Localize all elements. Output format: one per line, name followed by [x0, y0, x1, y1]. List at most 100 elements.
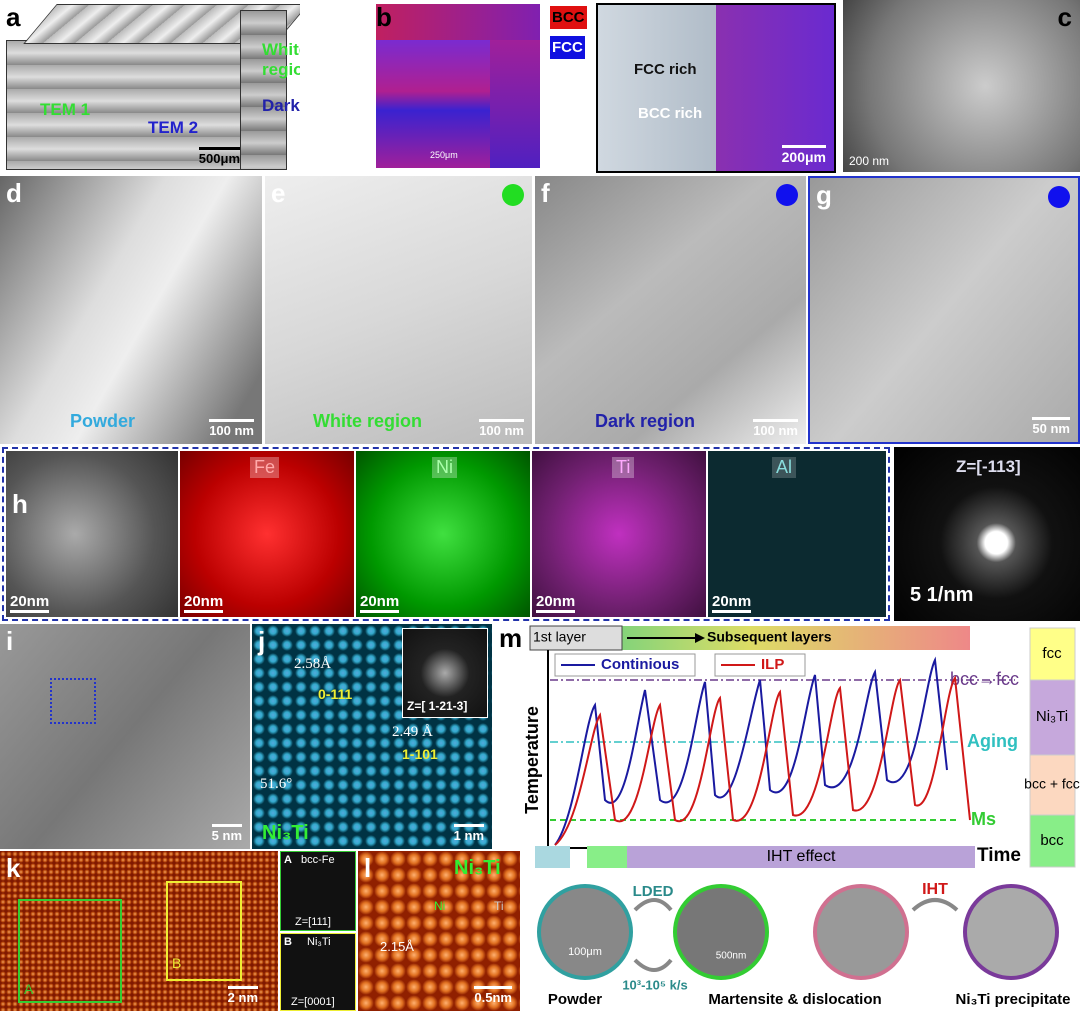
stage: Ni₃Ti precipitate	[955, 991, 1070, 1008]
fcc-rich: FCC rich	[634, 61, 697, 78]
saed: Z=[-113] 5 1/nm	[894, 447, 1080, 621]
stage: Powder	[548, 991, 602, 1008]
panel-i: i 5 nm	[0, 624, 250, 849]
scale-bar: 100μm	[568, 946, 602, 958]
zone-axis: Z=[0001]	[291, 996, 335, 1008]
bcc-rich: BCC rich	[638, 105, 703, 122]
scale-bar: 20nm	[536, 593, 576, 613]
scale-bar: 100 nm	[209, 419, 254, 438]
scale-bar: 100 nm	[753, 419, 798, 438]
scale-bar: 5 nm	[211, 824, 242, 843]
panel-label: k	[6, 853, 21, 883]
cooling-rate: 10³-10⁵ k/s	[622, 977, 687, 992]
panel-label: g	[816, 180, 832, 210]
phase: Ni₃Ti	[262, 822, 309, 844]
zone-axis: Z=[-113]	[956, 457, 1021, 476]
caption: White region	[313, 411, 422, 431]
panel-a: a TEM 1 TEM 2 White region Dark region 5…	[0, 0, 300, 172]
scale-bar: 0.5nm	[474, 986, 512, 1005]
scale-bar: 20nm	[360, 593, 400, 613]
panel-b: b BCC FCC 250μm	[370, 0, 595, 172]
iht-effect: IHT effect	[767, 848, 836, 865]
element: Al	[772, 457, 797, 478]
caption: Dark region	[595, 411, 696, 431]
d-spacing: 2.49 Å	[392, 724, 433, 740]
ms: Ms	[971, 809, 996, 829]
stage: Martensite & dislocation	[708, 991, 881, 1008]
scale-bar: 200μm	[781, 145, 826, 165]
panel-label: a	[6, 2, 21, 32]
scale-bar: 1 nm	[453, 824, 484, 843]
panel-label: m	[499, 623, 522, 653]
panel-b-inset: FCC rich BCC rich 200μm	[596, 3, 836, 173]
aging: Aging	[967, 731, 1018, 751]
haadf: h 20nm	[6, 451, 178, 617]
map-fe: Fe 20nm	[180, 451, 354, 617]
panel-label: d	[6, 178, 22, 208]
scale-bar: 5 1/nm	[910, 584, 974, 606]
d-spacing: 2.15Å	[380, 939, 414, 954]
map-ni: Ni 20nm	[356, 451, 530, 617]
phase: bcc + fcc	[1024, 776, 1080, 792]
tem1: TEM 1	[40, 100, 91, 119]
legend-fcc: FCC	[550, 36, 585, 59]
panel-d: d Powder 100 nm	[0, 176, 262, 444]
panel-label: f	[541, 178, 550, 208]
panel-k: k A B 2 nm	[0, 851, 278, 1011]
inset-a: A bcc-Fe Z=[111]	[280, 851, 356, 931]
phase: Ni₃Ti	[1036, 708, 1068, 725]
panel-label: e	[271, 178, 286, 208]
map-ti: Ti 20nm	[532, 451, 706, 617]
panel-label: l	[364, 853, 372, 883]
panel-f: f Dark region 100 nm	[535, 176, 806, 444]
phase: bcc-Fe	[301, 854, 335, 866]
scale-bar: 20nm	[184, 593, 224, 613]
subsequent-layers: Subsequent layers	[707, 629, 832, 645]
zone-axis: Z=[ 1-21-3]	[407, 699, 468, 713]
plane: 1-101	[402, 746, 438, 762]
white-region-label	[300, 40, 360, 60]
lded: LDED	[633, 883, 674, 900]
panel-c: c 200 nm	[843, 0, 1080, 172]
scale-bar: 2 nm	[227, 986, 258, 1005]
scale-bar: 20nm	[712, 593, 752, 613]
legend-bcc: BCC	[550, 6, 587, 29]
inset-label: B	[284, 936, 292, 948]
bcc-fcc: bcc→fcc	[950, 669, 1019, 689]
y-axis-title: Temperature	[522, 706, 542, 814]
panel-label: j	[258, 626, 266, 656]
scale-bar: 200 nm	[849, 154, 890, 168]
element: Ti	[612, 457, 635, 478]
phase: Ni₃Ti	[454, 857, 501, 879]
panel-j: j Z=[ 1-21-3] 2.58Å 0-111 2.49 Å 1-101 5…	[252, 624, 492, 849]
map-al: Al 20nm	[708, 451, 886, 617]
caption: Powder	[70, 411, 136, 431]
first-layer: 1st layer	[533, 629, 586, 645]
dark-region: Dark region	[262, 96, 300, 115]
legend-continuous: Continious	[601, 656, 679, 673]
panel-h: h 20nm Fe 20nm Ni 20nm Ti 20nm Al 20nm	[2, 447, 890, 621]
fft: Z=[ 1-21-3]	[402, 628, 488, 718]
white-region: White region	[262, 40, 300, 79]
phase: Ni₃Ti	[307, 936, 331, 948]
tem2: TEM 2	[148, 118, 199, 137]
scale-bar: 50 nm	[1032, 417, 1070, 436]
phase: bcc	[1040, 832, 1064, 849]
phase: fcc	[1042, 645, 1062, 662]
panel-m: m 1st layer Subsequent layers Continious…	[499, 623, 1080, 1008]
box-a: A	[24, 981, 34, 997]
zone-axis: Z=[111]	[295, 916, 331, 928]
panel-g: g 50 nm	[808, 176, 1080, 444]
element: Ni	[432, 457, 457, 478]
legend-ilp: ILP	[761, 656, 784, 673]
panel-label: i	[6, 626, 14, 656]
ni: Ni	[434, 899, 446, 913]
ti: Ti	[494, 899, 504, 913]
d-spacing: 2.58Å	[294, 656, 332, 672]
panel-label: b	[376, 2, 392, 32]
panel-e: e White region 100 nm	[265, 176, 532, 444]
panel-label: c	[1057, 2, 1072, 32]
iht: IHT	[922, 881, 948, 898]
angle: 51.6°	[260, 776, 293, 792]
